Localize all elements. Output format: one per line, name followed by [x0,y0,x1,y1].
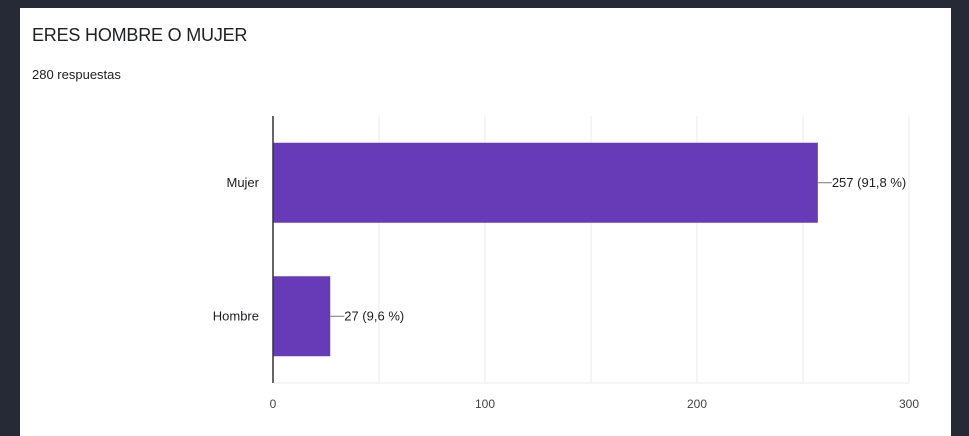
x-tick-label: 200 [687,397,707,411]
category-label: Mujer [226,175,259,190]
data-label: 257 (91,8 %) [832,175,906,190]
chart-card: ERES HOMBRE O MUJER 280 respuestas Mujer… [20,8,951,436]
chart-title: ERES HOMBRE O MUJER [32,25,248,45]
x-tick-label: 0 [270,397,277,411]
x-tick-label: 100 [475,397,495,411]
data-label: 27 (9,6 %) [344,308,404,323]
x-tick-label: 300 [899,397,919,411]
response-count: 280 respuestas [32,67,121,82]
bar-hombre [273,276,331,357]
bar-mujer [273,142,818,223]
bar-chart: Mujer 257 (91,8 %) Hombre 27 (9,6 %) 0 100 200… [213,116,919,411]
category-label: Hombre [213,308,259,323]
